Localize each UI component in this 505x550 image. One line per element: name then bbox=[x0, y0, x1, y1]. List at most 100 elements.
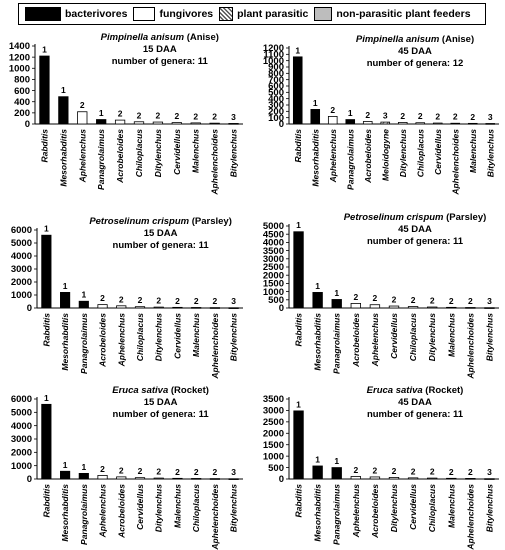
bar-group-label: 2 bbox=[392, 466, 397, 476]
y-tick-label: 1000 bbox=[263, 287, 284, 298]
category-label: Aphelenchoides bbox=[465, 484, 475, 550]
category-label: Bitylenchus bbox=[229, 313, 239, 361]
bar-meloidogyne bbox=[380, 121, 391, 125]
bar-cervidellus bbox=[432, 122, 443, 125]
bar-rabditis bbox=[293, 231, 304, 309]
y-tick-label: 6000 bbox=[11, 225, 32, 236]
category-label: Ditylenchus bbox=[153, 129, 163, 177]
y-tick-label: 700 bbox=[268, 75, 284, 86]
bar-group-label: 1 bbox=[61, 85, 66, 95]
chart-title: Petroselinum crispum (Parsley) bbox=[344, 212, 487, 223]
chart-subtitle: 15 DAA bbox=[143, 44, 177, 55]
bar-group-label: 2 bbox=[119, 465, 124, 475]
category-label: Cervidellus bbox=[135, 484, 145, 530]
bar-group-label: 2 bbox=[118, 109, 123, 119]
category-label: Acrobeloides bbox=[351, 313, 361, 368]
bar-group-label: 2 bbox=[449, 296, 454, 306]
category-label: Ditylenchus bbox=[427, 313, 437, 361]
y-tick-label: 3000 bbox=[263, 254, 284, 265]
y-tick-label: 1500 bbox=[263, 440, 284, 451]
category-label: Acrobeloides bbox=[115, 129, 125, 184]
bar-cervidellus bbox=[171, 122, 182, 125]
y-tick-label: 800 bbox=[14, 75, 30, 86]
bar-mesorhabditis bbox=[58, 96, 69, 125]
bar-group-label: 3 bbox=[231, 467, 236, 477]
bar-aphelenchoides bbox=[450, 122, 461, 125]
category-label: Rabditis bbox=[293, 129, 303, 163]
bar-acrobeloides bbox=[116, 476, 127, 480]
bar-malenchus bbox=[446, 306, 457, 309]
category-label: Cervidellus bbox=[172, 313, 182, 359]
bar-aphelenchus bbox=[116, 305, 127, 309]
y-tick-label: 2500 bbox=[263, 262, 284, 273]
bar-group-label: 3 bbox=[487, 296, 492, 306]
chart-genera-count: number of genera: 11 bbox=[367, 236, 464, 247]
bar-acrobeloides bbox=[114, 119, 126, 125]
category-label: Aphelenchoides bbox=[450, 129, 460, 196]
chart-title: Pimpinella anisum (Anise) bbox=[101, 32, 219, 43]
bar-group-label: 1 bbox=[44, 224, 49, 234]
category-label: Bitylenchus bbox=[229, 129, 239, 177]
bar-aphelenchoides bbox=[209, 307, 220, 309]
category-label: Panagrolaimus bbox=[79, 484, 89, 545]
legend-item-non-parasitic: non-parasitic plant feeders bbox=[314, 7, 471, 21]
category-label: Panagrolaimus bbox=[345, 129, 355, 190]
title-common: (Rocket) bbox=[423, 385, 464, 396]
title-species: Petroselinum crispum bbox=[89, 216, 189, 227]
bar-group-label: 2 bbox=[392, 295, 397, 305]
bar-group-label: 1 bbox=[313, 98, 318, 108]
y-tick-label: 0 bbox=[279, 303, 284, 314]
category-label: Bitylenchus bbox=[485, 129, 495, 177]
bar-group-label: 1 bbox=[63, 281, 68, 291]
bar-ditylenchus bbox=[152, 121, 164, 125]
bar-group-label: 2 bbox=[175, 296, 180, 306]
y-tick-label: 1400 bbox=[9, 41, 30, 52]
bar-aphelenchus bbox=[369, 304, 381, 309]
title-common: (Parsley) bbox=[444, 212, 487, 223]
bar-mesorhabditis bbox=[60, 470, 71, 480]
category-label: Cervidellus bbox=[389, 313, 399, 359]
bar-bitylenchus bbox=[484, 307, 495, 309]
y-tick-label: 1000 bbox=[263, 451, 284, 462]
category-label: Chiloplacus bbox=[408, 313, 418, 361]
bar-group-label: 2 bbox=[468, 296, 473, 306]
plant-parasitic-swatch bbox=[219, 7, 234, 21]
y-tick-label: 3000 bbox=[11, 264, 32, 275]
bar-group-label: 2 bbox=[194, 467, 199, 477]
bar-acrobeloides bbox=[362, 121, 373, 125]
bar-group-label: 2 bbox=[453, 112, 458, 122]
bar-chiloplacus bbox=[133, 121, 145, 125]
bar-group-label: 2 bbox=[435, 112, 440, 122]
category-label: Ditylenchus bbox=[398, 129, 408, 177]
bar-cervidellus bbox=[134, 477, 146, 480]
y-tick-label: 1200 bbox=[9, 52, 30, 63]
bar-aphelenchus bbox=[77, 111, 88, 125]
chart-parsley-15daa: Petroselinum crispum (Parsley)15 DAAnumb… bbox=[11, 216, 243, 380]
category-label: Acrobeloides bbox=[116, 484, 126, 539]
y-tick-label: 500 bbox=[268, 295, 284, 306]
category-label: Acrobeloides bbox=[363, 129, 373, 184]
y-tick-label: 5000 bbox=[263, 221, 284, 232]
category-label: Ditylenchus bbox=[154, 484, 164, 532]
category-label: Chiloplacus bbox=[191, 484, 201, 532]
category-label: Aphelenchoides bbox=[465, 313, 475, 380]
y-tick-label: 600 bbox=[268, 81, 284, 92]
bar-group-label: 2 bbox=[373, 293, 378, 303]
legend-label-non-parasitic: non-parasitic plant feeders bbox=[336, 8, 471, 20]
bar-group-label: 2 bbox=[411, 295, 416, 305]
category-label: Panagrolaimus bbox=[96, 129, 106, 190]
y-tick-label: 400 bbox=[14, 97, 30, 108]
category-label: Aphelenchus bbox=[351, 484, 361, 539]
bar-rabditis bbox=[39, 55, 50, 125]
bar-group-label: 1 bbox=[99, 108, 104, 118]
category-label: Malenchus bbox=[191, 129, 201, 173]
y-tick-label: 800 bbox=[268, 69, 284, 80]
fungivores-swatch bbox=[133, 7, 156, 21]
category-label: Mesorhabditis bbox=[313, 484, 323, 542]
y-tick-label: 200 bbox=[14, 108, 30, 119]
bar-mesorhabditis bbox=[310, 109, 321, 125]
bar-group-label: 2 bbox=[212, 112, 217, 122]
